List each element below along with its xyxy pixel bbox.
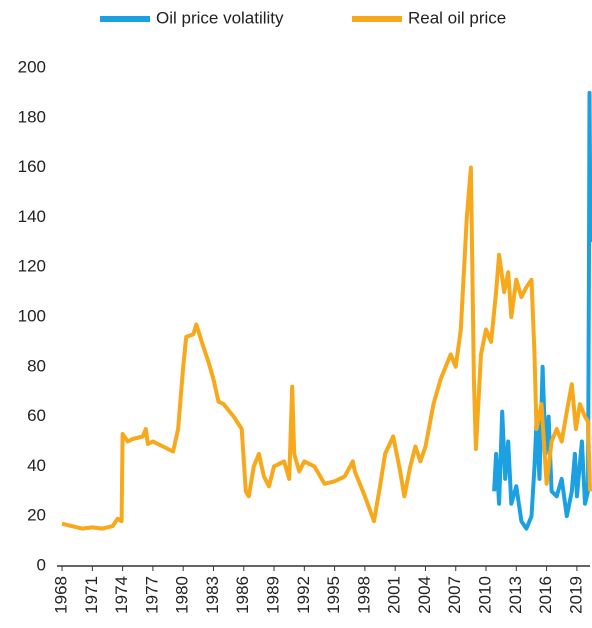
legend-label: Real oil price bbox=[408, 8, 506, 27]
x-tick-label: 1989 bbox=[264, 576, 283, 614]
series-line bbox=[492, 90, 592, 531]
x-tick-label: 2004 bbox=[415, 576, 434, 614]
x-tick-label: 2001 bbox=[385, 576, 404, 614]
x-tick-label: 1968 bbox=[52, 576, 71, 614]
series-line bbox=[61, 165, 592, 531]
x-tick-label: 1971 bbox=[82, 576, 101, 614]
y-tick-label: 160 bbox=[18, 157, 46, 176]
y-tick-label: 40 bbox=[27, 456, 46, 475]
y-tick-label: 20 bbox=[27, 506, 46, 525]
y-tick-label: 100 bbox=[18, 306, 46, 325]
legend-label: Oil price volatility bbox=[156, 8, 284, 27]
x-tick-label: 2019 bbox=[566, 576, 585, 614]
x-tick-label: 1983 bbox=[203, 576, 222, 614]
y-tick-label: 180 bbox=[18, 107, 46, 126]
x-tick-label: 1977 bbox=[142, 576, 161, 614]
x-tick-label: 1974 bbox=[112, 576, 131, 614]
y-tick-label: 0 bbox=[37, 555, 46, 574]
x-tick-label: 1995 bbox=[324, 576, 343, 614]
x-tick-label: 2010 bbox=[476, 576, 495, 614]
x-tick-label: 1998 bbox=[354, 576, 373, 614]
x-tick-label: 2007 bbox=[445, 576, 464, 614]
x-tick-label: 2016 bbox=[536, 576, 555, 614]
y-tick-label: 200 bbox=[18, 57, 46, 76]
x-tick-label: 1992 bbox=[294, 576, 313, 614]
y-tick-label: 60 bbox=[27, 406, 46, 425]
x-tick-label: 2013 bbox=[506, 576, 525, 614]
x-tick-label: 1980 bbox=[173, 576, 192, 614]
x-tick-label: 1986 bbox=[233, 576, 252, 614]
y-tick-label: 140 bbox=[18, 207, 46, 226]
y-tick-label: 120 bbox=[18, 257, 46, 276]
y-tick-label: 80 bbox=[27, 356, 46, 375]
